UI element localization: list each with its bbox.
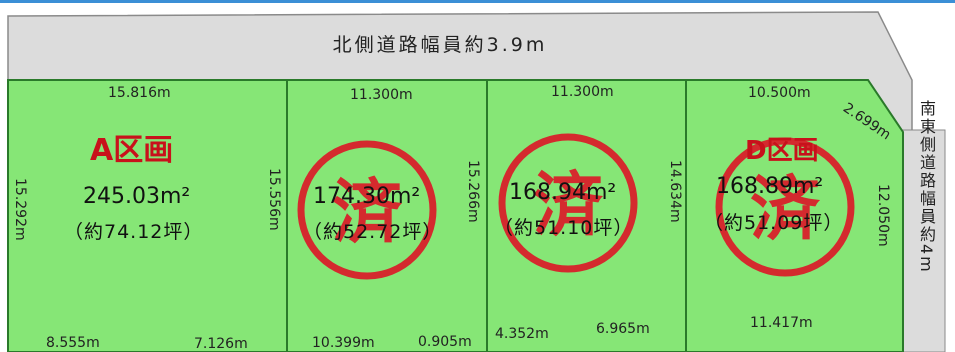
lot-a-right-dimension: 15.556m: [266, 168, 282, 231]
lot-a-left-dimension: 15.292m: [12, 178, 28, 241]
lot-b-bottom-dimension-b: 0.905m: [418, 334, 472, 350]
stamp-char: 済: [533, 163, 604, 246]
lot-a: [7, 79, 288, 352]
lot-b-top-dimension: 11.300m: [350, 87, 413, 103]
lot-c-bottom-dimension-a: 4.352m: [495, 326, 549, 342]
lot-b-area: 174.30m²: [313, 184, 421, 209]
lot-b-bottom-dimension-a: 10.399m: [312, 335, 375, 351]
stamp-char: 済: [332, 170, 403, 253]
lot-c-top-dimension: 11.300m: [551, 84, 614, 100]
stamp-char: 済: [750, 167, 821, 250]
southeast-road-label: 南東側道路幅員約4m: [917, 100, 936, 274]
lot-a-bottom-dimension-b: 7.126m: [194, 336, 248, 352]
lot-a-name: A区画: [90, 133, 174, 168]
lot-c-right-dimension: 14.634m: [667, 160, 683, 223]
north-road-label: 北側道路幅員約3.9m: [332, 34, 548, 56]
lot-a-area: 245.03m²: [83, 184, 191, 209]
lot-d-top-dimension: 10.500m: [748, 85, 811, 101]
lot-c-tsubo: （約51.10坪）: [494, 217, 634, 239]
lot-d-right-dimension: 12.050m: [875, 184, 891, 247]
lot-d: [685, 79, 904, 352]
top-accent-bar: [0, 0, 955, 3]
lot-d-name: D区画: [745, 136, 819, 166]
lot-a-top-dimension: 15.816m: [108, 85, 171, 101]
sold-stamp-lot-b: 済: [297, 140, 437, 280]
lot-a-tsubo: （約74.12坪）: [64, 221, 204, 243]
lot-a-bottom-dimension-a: 8.555m: [46, 335, 100, 351]
sold-stamp-lot-c: 済: [498, 133, 638, 273]
sold-stamp-lot-d: 済: [715, 137, 855, 277]
lot-b-right-dimension: 15.266m: [465, 160, 481, 223]
lot-b-tsubo: （約52.72坪）: [303, 221, 443, 243]
lot-c-bottom-dimension-b: 6.965m: [596, 321, 650, 337]
lot-c-area: 168.94m²: [509, 180, 617, 205]
lot-d-area: 168.89m²: [716, 174, 824, 199]
lot-d-bottom-dimension: 11.417m: [750, 315, 813, 331]
lot-d-tsubo: （約51.09坪）: [704, 212, 844, 234]
